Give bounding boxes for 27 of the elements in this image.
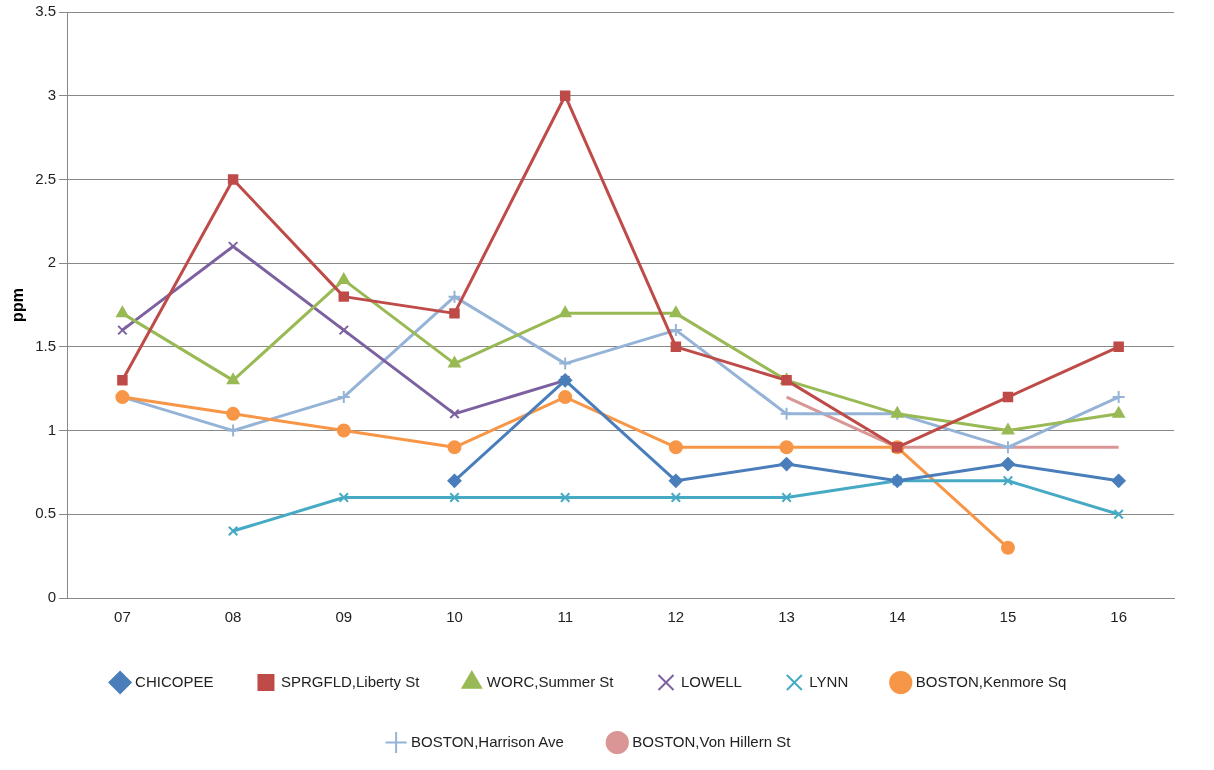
legend-label: LYNN: [809, 672, 849, 690]
y-tick-label: 1: [47, 420, 57, 438]
x-tick-label: 07: [114, 608, 131, 626]
legend-label: BOSTON,Kenmore Sq: [915, 672, 1067, 690]
y-tick-label: 3.5: [35, 2, 57, 20]
legend-label: WORC,Summer St: [486, 672, 615, 690]
legend-label: LOWELL: [681, 672, 742, 690]
x-tick-label: 16: [1110, 608, 1127, 626]
legend-label: SPRGFLD,Liberty St: [280, 672, 421, 690]
x-tick-label: 15: [999, 608, 1017, 626]
x-tick-label: 11: [557, 608, 573, 626]
y-tick-label: 2.5: [35, 169, 57, 187]
x-tick-label: 12: [667, 608, 685, 626]
x-tick-label: 10: [446, 608, 463, 626]
legend-label: BOSTON,Harrison Ave: [411, 732, 564, 750]
y-axis-title: ppm: [9, 288, 27, 322]
y-tick-label: 0: [47, 588, 57, 606]
y-tick-label: 2: [47, 253, 57, 271]
y-tick-label: 3: [47, 85, 57, 103]
legend-label: CHICOPEE: [135, 672, 214, 690]
x-tick-label: 14: [888, 608, 906, 626]
legend-label: BOSTON,Von Hillern St: [632, 732, 792, 750]
y-tick-label: 1.5: [35, 337, 57, 354]
y-tick-label: 0.5: [35, 504, 57, 522]
x-tick-label: 09: [335, 608, 353, 626]
x-tick-label: 13: [778, 608, 795, 626]
x-tick-label: 08: [224, 608, 242, 626]
